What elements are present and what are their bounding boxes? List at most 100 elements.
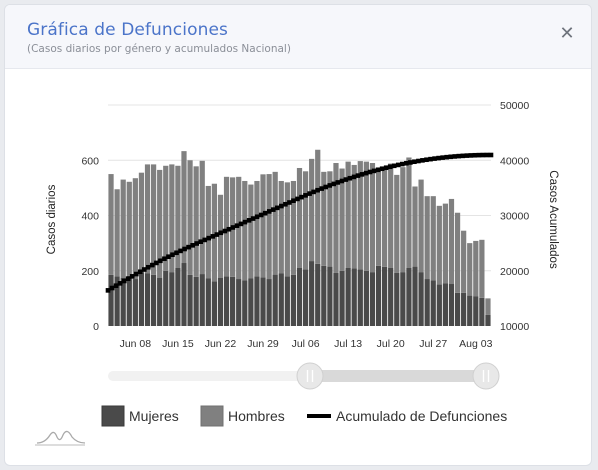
bar-mujeres[interactable] (381, 266, 388, 326)
acumulado-point[interactable] (440, 155, 445, 160)
bar-mujeres[interactable] (187, 274, 193, 326)
acumulado-point[interactable] (424, 157, 429, 163)
navigator-left-handle[interactable] (296, 362, 324, 390)
bar-mujeres[interactable] (345, 267, 351, 326)
acumulado-point[interactable] (170, 252, 175, 258)
acumulado-point[interactable] (355, 173, 361, 178)
acumulado-point[interactable] (154, 260, 159, 266)
navigator-right-handle[interactable] (472, 362, 500, 390)
acumulado-point[interactable] (158, 258, 163, 264)
acumulado-point[interactable] (387, 164, 393, 170)
bar-hombres[interactable] (479, 239, 485, 298)
bar-mujeres[interactable] (327, 266, 333, 326)
bar-mujeres[interactable] (199, 274, 205, 326)
acumulado-point[interactable] (363, 170, 369, 176)
acumulado-point[interactable] (359, 172, 365, 177)
acumulado-point[interactable] (476, 152, 482, 158)
acumulado-point[interactable] (210, 234, 216, 239)
acumulado-point[interactable] (266, 209, 272, 214)
bar-mujeres[interactable] (272, 274, 278, 326)
bar-hombres[interactable] (454, 212, 461, 293)
acumulado-point[interactable] (456, 153, 462, 159)
bar-mujeres[interactable] (333, 272, 339, 326)
bar-hombres[interactable] (363, 161, 369, 271)
acumulado-point[interactable] (420, 158, 425, 163)
acumulado-point[interactable] (125, 276, 131, 281)
bar-hombres[interactable] (266, 174, 272, 280)
bar-mujeres[interactable] (230, 276, 236, 326)
bar-mujeres[interactable] (321, 265, 327, 326)
acumulado-point[interactable] (283, 201, 288, 207)
bar-mujeres[interactable] (400, 272, 406, 326)
bar-hombres[interactable] (205, 185, 211, 279)
acumulado-point[interactable] (129, 274, 135, 279)
acumulado-point[interactable] (452, 154, 458, 159)
acumulado-point[interactable] (379, 166, 385, 172)
acumulado-point[interactable] (202, 237, 208, 243)
bar-mujeres[interactable] (260, 277, 266, 326)
acumulado-point[interactable] (258, 212, 264, 218)
bar-mujeres[interactable] (436, 284, 442, 326)
acumulado-point[interactable] (460, 153, 466, 159)
acumulado-point[interactable] (488, 152, 494, 158)
bar-mujeres[interactable] (181, 263, 187, 326)
acumulado-point[interactable] (230, 225, 236, 230)
acumulado-point[interactable] (311, 189, 316, 195)
bar-hombres[interactable] (175, 165, 181, 268)
acumulado-point[interactable] (174, 250, 179, 256)
bar-hombres[interactable] (357, 161, 363, 270)
bar-mujeres[interactable] (169, 272, 175, 326)
bar-mujeres[interactable] (394, 272, 400, 326)
bar-mujeres[interactable] (479, 297, 485, 326)
acumulado-point[interactable] (412, 159, 417, 165)
bar-mujeres[interactable] (430, 280, 436, 326)
bar-mujeres[interactable] (309, 261, 315, 326)
bar-mujeres[interactable] (375, 265, 382, 326)
acumulado-point[interactable] (287, 200, 292, 205)
acumulado-point[interactable] (226, 226, 232, 232)
bar-hombres[interactable] (144, 164, 151, 274)
bar-mujeres[interactable] (205, 278, 211, 326)
bar-hombres[interactable] (339, 168, 345, 271)
bar-mujeres[interactable] (467, 295, 473, 326)
acumulado-point[interactable] (254, 214, 260, 220)
bar-mujeres[interactable] (211, 281, 218, 326)
acumulado-point[interactable] (436, 155, 441, 161)
acumulado-point[interactable] (307, 191, 312, 196)
bar-hombres[interactable] (369, 163, 376, 273)
bar-hombres[interactable] (388, 163, 394, 268)
bar-hombres[interactable] (157, 169, 163, 278)
bar-hombres[interactable] (272, 171, 278, 275)
acumulado-point[interactable] (238, 221, 244, 227)
bar-mujeres[interactable] (473, 296, 479, 326)
bar-mujeres[interactable] (138, 272, 145, 326)
bar-mujeres[interactable] (278, 273, 284, 326)
acumulado-point[interactable] (291, 198, 296, 203)
bar-hombres[interactable] (114, 189, 120, 277)
bar-hombres[interactable] (473, 240, 479, 297)
bar-hombres[interactable] (381, 169, 388, 267)
navigator-selected-range[interactable] (308, 370, 488, 382)
bar-mujeres[interactable] (363, 270, 369, 326)
bar-hombres[interactable] (485, 298, 491, 315)
close-icon[interactable]: ✕ (559, 23, 575, 44)
bar-mujeres[interactable] (284, 276, 290, 326)
bar-mujeres[interactable] (254, 276, 260, 326)
acumulado-point[interactable] (262, 210, 268, 216)
acumulado-point[interactable] (367, 169, 373, 175)
acumulado-point[interactable] (375, 167, 381, 173)
bar-mujeres[interactable] (248, 278, 254, 326)
acumulado-point[interactable] (319, 186, 324, 191)
acumulado-point[interactable] (222, 228, 228, 234)
acumulado-point[interactable] (428, 156, 433, 162)
bar-hombres[interactable] (327, 171, 333, 267)
bar-hombres[interactable] (290, 180, 297, 275)
bar-mujeres[interactable] (144, 273, 151, 326)
bar-mujeres[interactable] (388, 267, 394, 326)
bar-hombres[interactable] (375, 167, 382, 266)
bar-mujeres[interactable] (126, 275, 132, 326)
bar-mujeres[interactable] (339, 270, 345, 326)
bar-mujeres[interactable] (418, 272, 424, 326)
acumulado-point[interactable] (464, 153, 470, 158)
bar-hombres[interactable] (163, 165, 169, 271)
